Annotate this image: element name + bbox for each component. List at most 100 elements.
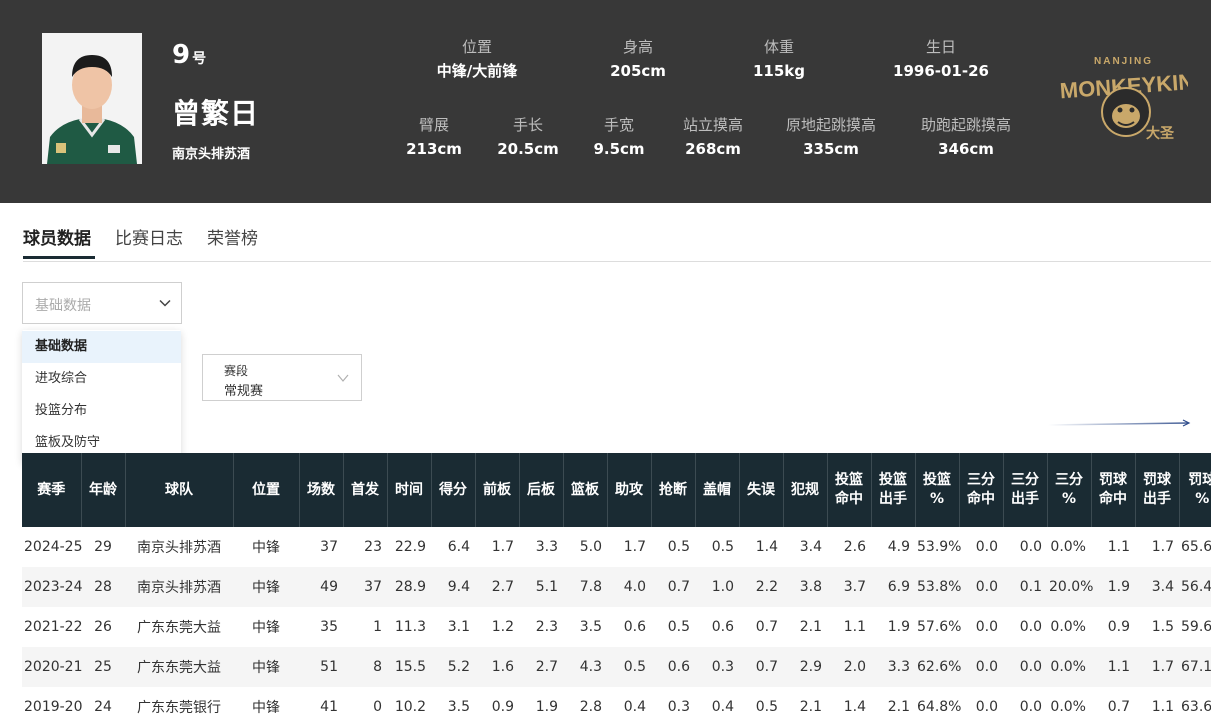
table-cell: 53.9%	[917, 539, 962, 555]
column-header[interactable]: 投篮 出手	[871, 453, 916, 527]
table-cell: 53.8%	[915, 567, 961, 607]
table-cell: 3.7	[827, 567, 871, 607]
menu-option-offense[interactable]: 进攻综合	[35, 371, 88, 386]
table-cell: 0.3	[667, 699, 690, 715]
table-cell: 1.6	[475, 647, 519, 687]
table-body: 2024-25 29 南京头排苏酒 中锋 37 23 22.9 6.4 1.7 3.3 5.0 1.7…	[22, 527, 1211, 725]
table-cell: 0.7	[739, 647, 783, 687]
table-cell: 中锋	[233, 567, 299, 607]
table-cell: 3.5	[579, 619, 602, 635]
table-cell: 1.2	[491, 619, 514, 635]
tab-honors[interactable]: 荣誉榜	[207, 229, 258, 249]
table-cell: 67.1%	[1179, 647, 1211, 687]
column-header[interactable]: 投篮%	[915, 453, 960, 527]
table-cell: 28	[81, 567, 125, 607]
table-cell: 37	[320, 539, 338, 555]
column-header[interactable]: 后板	[519, 453, 564, 527]
stage-select-label: 赛段	[224, 364, 249, 378]
table-cell: 59.6%	[1181, 619, 1211, 635]
column-header[interactable]: 罚球 命中	[1091, 453, 1136, 527]
table-cell: 57.6%	[917, 619, 962, 635]
table-cell: 0.4	[711, 699, 734, 715]
column-header[interactable]: 时间	[387, 453, 432, 527]
table-cell: 1	[373, 619, 382, 635]
table-cell: 25	[81, 647, 125, 687]
attr-standing-reach: 站立摸高 268cm	[682, 116, 744, 158]
table-cell: 3.3	[535, 539, 558, 555]
attr-hand-length: 手长 20.5cm	[497, 116, 559, 158]
table-cell: 中锋	[252, 700, 280, 716]
table-cell: 15.5	[387, 647, 431, 687]
table-cell: 0.6	[651, 647, 695, 687]
column-header[interactable]: 篮板	[563, 453, 608, 527]
column-header[interactable]: 前板	[475, 453, 520, 527]
table-cell: 2.7	[519, 647, 563, 687]
table-cell: 2.9	[783, 647, 827, 687]
column-header[interactable]: 得分	[431, 453, 476, 527]
column-header[interactable]: 三分 出手	[1003, 453, 1048, 527]
column-header[interactable]: 犯规	[783, 453, 828, 527]
column-header[interactable]: 球队	[125, 453, 234, 527]
attr-weight: 体重 115kg	[752, 38, 806, 80]
tab-game-log[interactable]: 比赛日志	[115, 229, 183, 249]
column-header[interactable]: 年龄	[81, 453, 126, 527]
table-cell: 29	[94, 539, 112, 555]
table-cell: 41	[320, 699, 338, 715]
table-cell: 广东东莞大益	[137, 620, 221, 636]
table-cell: 1.1	[843, 619, 866, 635]
table-cell: 35	[320, 619, 338, 635]
stage-select[interactable]: 赛段 常规赛	[202, 354, 362, 401]
table-cell: 5.2	[431, 647, 475, 687]
column-header[interactable]: 位置	[233, 453, 300, 527]
table-cell: 4.3	[563, 647, 607, 687]
table-cell: 1.9	[887, 619, 910, 635]
table-cell: 26	[94, 619, 112, 635]
table-cell: 3.3	[871, 647, 915, 687]
table-cell: 0.0	[1019, 539, 1042, 555]
chevron-down-icon	[337, 374, 349, 382]
column-header[interactable]: 首发	[343, 453, 388, 527]
table-cell: 62.6%	[915, 647, 961, 687]
attr-wingspan: 臂展 213cm	[406, 116, 462, 158]
table-cell: 广东东莞银行	[137, 700, 221, 716]
menu-option-rebound-defense[interactable]: 篮板及防守	[35, 435, 101, 450]
column-header[interactable]: 场数	[299, 453, 344, 527]
column-header[interactable]: 罚球%	[1179, 453, 1211, 527]
table-cell: 0	[373, 699, 382, 715]
column-header[interactable]: 投篮 命中	[827, 453, 872, 527]
table-cell: 0.0	[1019, 699, 1042, 715]
table-cell: 0.6	[623, 619, 646, 635]
column-header[interactable]: 助攻	[607, 453, 652, 527]
table-cell: 2.0	[827, 647, 871, 687]
table-cell: 2.1	[887, 699, 910, 715]
menu-option-basic[interactable]: 基础数据	[22, 331, 181, 363]
table-cell: 3.5	[447, 699, 470, 715]
table-row: 2020-21 25 广东东莞大益 中锋 51 8 15.5 5.2 1.6 2.7 4.3 0.5 0…	[22, 647, 1211, 687]
column-header[interactable]: 盖帽	[695, 453, 740, 527]
table-cell: 63.6%	[1181, 699, 1211, 715]
column-header[interactable]: 失误	[739, 453, 784, 527]
stat-type-select[interactable]: 基础数据	[22, 282, 182, 324]
column-header[interactable]: 抢断	[651, 453, 696, 527]
column-header[interactable]: 三分 命中	[959, 453, 1004, 527]
scroll-right-arrow-icon[interactable]	[1046, 418, 1192, 430]
table-cell: 10.2	[394, 699, 426, 715]
table-cell: 9.4	[431, 567, 475, 607]
column-header[interactable]: 罚球 出手	[1135, 453, 1180, 527]
tab-player-stats[interactable]: 球员数据	[23, 229, 91, 249]
table-cell: 2.1	[799, 619, 822, 635]
tabs-divider	[23, 261, 1211, 262]
table-cell: 5.1	[519, 567, 563, 607]
table-cell: 0.5	[667, 539, 690, 555]
column-header[interactable]: 赛季	[22, 453, 82, 527]
menu-option-shooting[interactable]: 投篮分布	[35, 403, 88, 418]
table-cell: 1.7	[623, 539, 646, 555]
table-cell: 0.0%	[1050, 699, 1086, 715]
table-cell: 0.5	[755, 699, 778, 715]
column-header[interactable]: 三分%	[1047, 453, 1092, 527]
table-cell: 1.9	[535, 699, 558, 715]
table-cell: 6.9	[871, 567, 915, 607]
table-cell: 0.0	[959, 647, 1003, 687]
